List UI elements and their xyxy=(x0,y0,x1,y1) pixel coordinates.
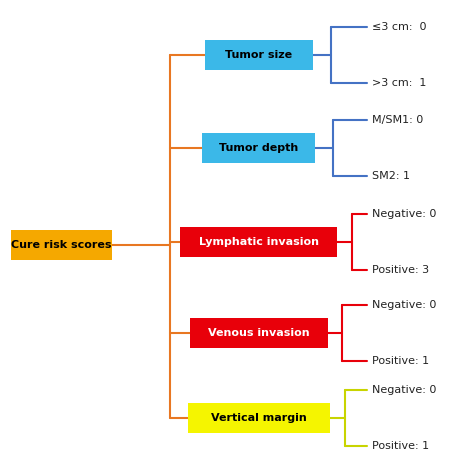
Text: Positive: 1: Positive: 1 xyxy=(372,441,429,451)
Text: ≤3 cm:  0: ≤3 cm: 0 xyxy=(372,22,426,32)
Text: M/SM1: 0: M/SM1: 0 xyxy=(372,115,423,125)
Text: Lymphatic invasion: Lymphatic invasion xyxy=(199,237,319,247)
Text: Negative: 0: Negative: 0 xyxy=(372,209,436,219)
FancyBboxPatch shape xyxy=(180,227,337,257)
Text: Cure risk scores: Cure risk scores xyxy=(11,240,112,250)
Text: Negative: 0: Negative: 0 xyxy=(372,385,436,395)
FancyBboxPatch shape xyxy=(202,133,315,163)
Text: Positive: 1: Positive: 1 xyxy=(372,356,429,366)
Text: Vertical margin: Vertical margin xyxy=(211,413,307,423)
Text: >3 cm:  1: >3 cm: 1 xyxy=(372,78,426,88)
FancyBboxPatch shape xyxy=(205,40,313,70)
Text: Venous invasion: Venous invasion xyxy=(208,328,310,338)
Text: Tumor size: Tumor size xyxy=(225,50,292,60)
FancyBboxPatch shape xyxy=(11,230,111,260)
FancyBboxPatch shape xyxy=(190,318,328,348)
Text: Positive: 3: Positive: 3 xyxy=(372,265,429,275)
FancyBboxPatch shape xyxy=(188,403,330,433)
Text: SM2: 1: SM2: 1 xyxy=(372,171,410,181)
Text: Negative: 0: Negative: 0 xyxy=(372,300,436,310)
Text: Tumor depth: Tumor depth xyxy=(219,143,299,153)
